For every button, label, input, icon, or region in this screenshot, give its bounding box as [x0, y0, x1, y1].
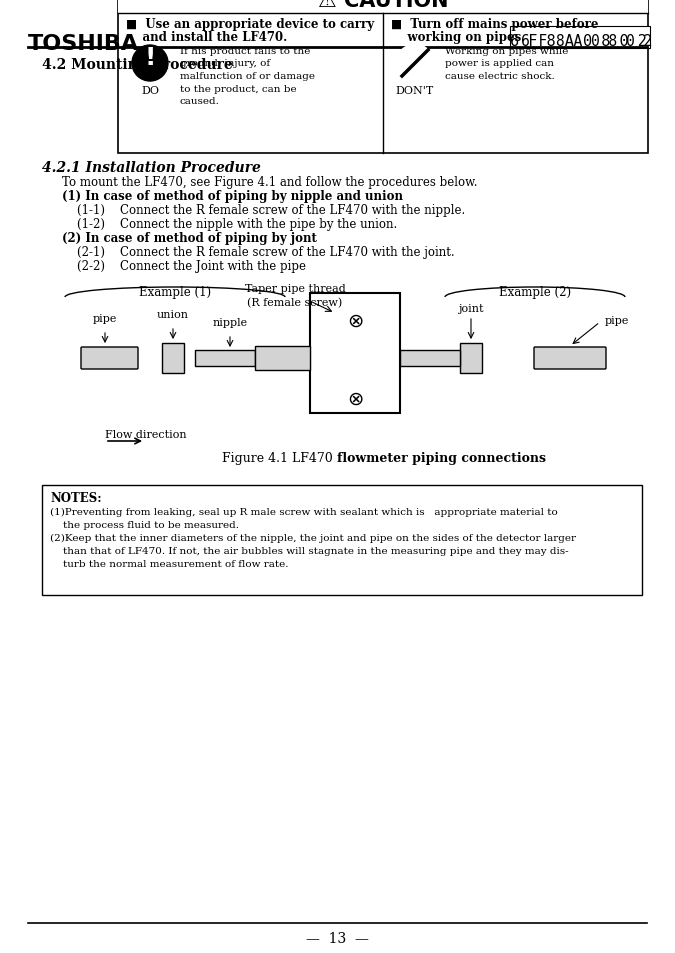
Bar	[162, 344, 184, 374]
Text: Example (1): Example (1)	[139, 286, 211, 298]
Text: pipe: pipe	[605, 315, 629, 326]
Text: nipple: nipple	[213, 317, 248, 328]
FancyBboxPatch shape	[510, 27, 650, 49]
Text: 6 F 8 A 0 8 0 2: 6 F 8 A 0 8 0 2	[520, 34, 652, 49]
Bar	[255, 347, 310, 371]
Text: (2-1)    Connect the R female screw of the LF470 with the joint.: (2-1) Connect the R female screw of the …	[62, 246, 455, 258]
Text: ⚠ CAUTION: ⚠ CAUTION	[318, 0, 448, 11]
Text: and install the LF470.: and install the LF470.	[126, 30, 288, 44]
Text: NOTES:: NOTES:	[50, 492, 102, 504]
Text: (1) In case of method of piping by nipple and union: (1) In case of method of piping by nippl…	[62, 190, 403, 203]
Text: !: !	[144, 46, 156, 70]
Text: Working on pipes while
power is applied can
cause electric shock.: Working on pipes while power is applied …	[445, 47, 568, 81]
Text: TOSHIBA: TOSHIBA	[28, 34, 139, 54]
Text: (R female screw): (R female screw)	[247, 297, 343, 308]
Text: union: union	[157, 310, 189, 319]
Text: (2-2)    Connect the Joint with the pipe: (2-2) Connect the Joint with the pipe	[62, 260, 306, 273]
Text: joint: joint	[458, 304, 484, 314]
Circle shape	[132, 46, 168, 82]
Text: Taper pipe thread: Taper pipe thread	[244, 284, 346, 294]
Text: DO: DO	[141, 86, 159, 96]
Text: DON'T: DON'T	[396, 86, 434, 96]
Text: (1-2)    Connect the nipple with the pipe by the union.: (1-2) Connect the nipple with the pipe b…	[62, 218, 398, 231]
Text: Example (2): Example (2)	[499, 286, 571, 298]
Bar	[195, 351, 255, 367]
Circle shape	[397, 46, 433, 82]
Text: (1)Preventing from leaking, seal up R male screw with sealant which is   appropr: (1)Preventing from leaking, seal up R ma…	[50, 507, 558, 517]
Text: working on pipes.: working on pipes.	[391, 30, 525, 44]
Text: Flow direction: Flow direction	[105, 430, 186, 439]
Bar	[118, 0, 648, 153]
Text: pipe: pipe	[92, 314, 117, 324]
Text: turb the normal measurement of flow rate.: turb the normal measurement of flow rate…	[50, 559, 288, 568]
Bar	[460, 344, 482, 374]
Bar	[310, 294, 400, 414]
Text: —  13  —: — 13 —	[306, 931, 369, 945]
Bar	[118, 0, 648, 14]
Text: 4.2.1 Installation Procedure: 4.2.1 Installation Procedure	[42, 161, 261, 174]
Text: than that of LF470. If not, the air bubbles will stagnate in the measuring pipe : than that of LF470. If not, the air bubb…	[50, 546, 568, 556]
Text: ⊗: ⊗	[347, 312, 363, 331]
Text: (2)Keep that the inner diameters of the nipple, the joint and pipe on the sides : (2)Keep that the inner diameters of the …	[50, 534, 576, 542]
Text: the process fluid to be measured.: the process fluid to be measured.	[50, 520, 239, 530]
Bar	[400, 351, 460, 367]
Text: ■  Turn off mains power before: ■ Turn off mains power before	[391, 18, 599, 30]
Text: Figure 4.1 LF470: Figure 4.1 LF470	[222, 452, 337, 464]
Text: 4.2 Mounting Procedure: 4.2 Mounting Procedure	[42, 58, 233, 71]
Text: (2) In case of method of piping by jont: (2) In case of method of piping by jont	[62, 232, 317, 245]
Text: flowmeter piping connections: flowmeter piping connections	[337, 452, 546, 464]
Text: To mount the LF470, see Figure 4.1 and follow the procedures below.: To mount the LF470, see Figure 4.1 and f…	[62, 175, 477, 189]
FancyBboxPatch shape	[534, 348, 606, 370]
Text: 6 F 8 A 0 8 0 2: 6 F 8 A 0 8 0 2	[510, 34, 647, 49]
Text: (1-1)    Connect the R female screw of the LF470 with the nipple.: (1-1) Connect the R female screw of the …	[62, 204, 465, 216]
Text: If his product falls to the
ground, injury, of
malfunction of or damage
to the p: If his product falls to the ground, inju…	[180, 47, 315, 106]
Bar	[42, 485, 642, 596]
Text: ■  Use an appropriate device to carry: ■ Use an appropriate device to carry	[126, 18, 374, 30]
FancyBboxPatch shape	[81, 348, 138, 370]
Text: ⊗: ⊗	[347, 390, 363, 409]
